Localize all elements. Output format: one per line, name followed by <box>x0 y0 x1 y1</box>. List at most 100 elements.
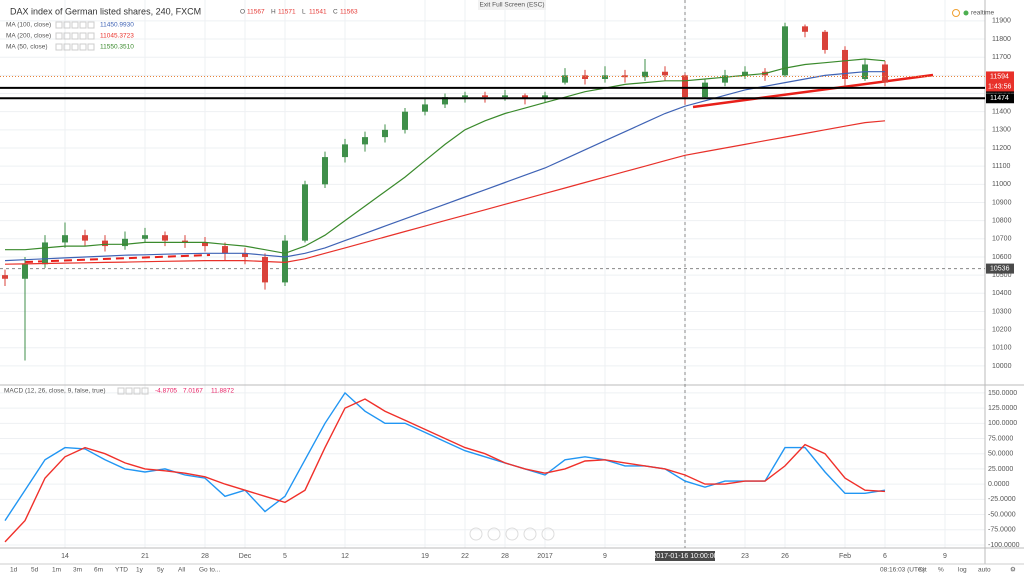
macd-title: MACD (12, 26, close, 9, false, true) <box>4 388 106 395</box>
y-tick-label: 100.0000 <box>988 420 1017 427</box>
range-button[interactable]: 1d <box>10 567 18 574</box>
legend-name: MA (100, close) <box>6 22 51 29</box>
candle-body <box>262 256 268 283</box>
fullscreen-label[interactable]: Exit Full Screen (ESC) <box>479 2 544 9</box>
candle-body <box>142 235 148 239</box>
range-button[interactable]: 5d <box>31 567 39 574</box>
legend-button <box>63 21 71 29</box>
legend-name: MA (50, close) <box>6 44 48 51</box>
legend-value: 11450.9930 <box>100 22 134 29</box>
candle-body <box>782 26 788 76</box>
fullscreen-button[interactable] <box>478 0 546 10</box>
nav-button[interactable] <box>523 527 537 541</box>
alert-icon[interactable] <box>952 9 960 17</box>
candle-body <box>342 144 348 158</box>
candle-body <box>162 235 168 241</box>
candle-body <box>2 275 8 279</box>
candle-body <box>682 75 688 98</box>
scale-button[interactable]: % <box>938 567 944 574</box>
legend-value: 11550.3510 <box>100 44 134 51</box>
y-tick-label: 10500 <box>992 272 1012 279</box>
candle-body <box>742 71 748 76</box>
x-tick-label: 12 <box>341 553 349 560</box>
macd-value: -4.8705 <box>155 388 177 395</box>
candle-body <box>422 104 428 112</box>
y-tick-label: 11000 <box>992 181 1011 188</box>
range-button[interactable]: 3m <box>73 567 82 574</box>
ohlc-value: O <box>240 9 245 16</box>
scale-button[interactable]: auto <box>978 567 991 574</box>
nav-button[interactable] <box>505 527 519 541</box>
ohlc-value: L <box>302 9 306 16</box>
x-tick-label: 19 <box>421 553 429 560</box>
trend-line <box>692 73 934 109</box>
legend-button <box>63 43 71 51</box>
header-legend: DAX index of German listed shares, 240, … <box>4 6 201 394</box>
x-tick-label: 22 <box>461 553 469 560</box>
range-button[interactable]: 6m <box>94 567 103 574</box>
y-tick-label: 11700 <box>992 54 1011 61</box>
crosshair-price-label: 10536 <box>990 265 1010 272</box>
clock: 08:16:03 (UTC) <box>880 567 925 574</box>
range-button[interactable]: Go to... <box>199 567 221 574</box>
y-tick-label: 0.0000 <box>988 481 1010 488</box>
candle-body <box>402 111 408 130</box>
realtime-dot <box>963 10 969 16</box>
candle-body <box>302 184 308 241</box>
legend-button <box>133 387 141 395</box>
x-tick-label: 9 <box>943 553 947 560</box>
candle-body <box>122 238 128 247</box>
ohlc-value: H <box>271 9 276 16</box>
legend-button <box>117 387 125 395</box>
nav-button[interactable] <box>541 527 555 541</box>
scale-button[interactable]: ext <box>918 567 927 574</box>
macd-value: 11.8872 <box>211 388 234 395</box>
candle-body <box>482 95 488 98</box>
legend-button <box>125 387 133 395</box>
y-tick-label: 125.0000 <box>988 405 1017 412</box>
y-tick-label: -75.0000 <box>988 527 1016 534</box>
y-tick-label: 10900 <box>992 199 1012 206</box>
range-button[interactable]: All <box>178 567 186 574</box>
y-tick-label: 10400 <box>992 290 1012 297</box>
y-tick-label: -25.0000 <box>988 496 1016 503</box>
candle-body <box>462 95 468 98</box>
y-tick-label: 10200 <box>992 326 1012 333</box>
y-tick-label: 11300 <box>992 127 1011 134</box>
x-tick-label: 14 <box>61 553 69 560</box>
candle-body <box>362 137 368 145</box>
y-tick-label: 11400 <box>992 109 1011 116</box>
ohlc-value: C <box>333 9 338 16</box>
range-button[interactable]: 1m <box>52 567 61 574</box>
candle-body <box>502 95 508 98</box>
level-label: 11474 <box>990 95 1009 102</box>
legend-button <box>71 21 79 29</box>
candle-body <box>582 75 588 79</box>
range-button[interactable]: 1y <box>136 567 144 574</box>
x-tick-label: 28 <box>501 553 509 560</box>
countdown: 1:43:56 <box>988 83 1011 90</box>
scale-button[interactable]: log <box>958 567 967 574</box>
settings-icon[interactable]: ⚙ <box>1010 566 1016 574</box>
candle-body <box>202 242 208 247</box>
range-button[interactable]: YTD <box>115 567 128 574</box>
candle-body <box>182 240 188 243</box>
nav-button[interactable] <box>487 527 501 541</box>
level-box <box>986 93 1014 104</box>
candle-body <box>222 246 228 254</box>
series-line <box>4 398 886 543</box>
range-button[interactable]: 5y <box>157 567 165 574</box>
crosshair-price-box <box>986 263 1014 274</box>
candle-body <box>242 253 248 257</box>
ohlc-value: 11567 <box>247 9 265 16</box>
nav-button[interactable] <box>469 527 483 541</box>
series-line <box>4 71 885 262</box>
y-tick-label: 150.0000 <box>988 390 1017 397</box>
ohlc-value: 11563 <box>340 9 358 16</box>
candle-body <box>62 235 68 243</box>
series-line <box>4 391 886 521</box>
x-tick-label: 6 <box>883 553 887 560</box>
y-tick-label: 11100 <box>992 163 1011 170</box>
